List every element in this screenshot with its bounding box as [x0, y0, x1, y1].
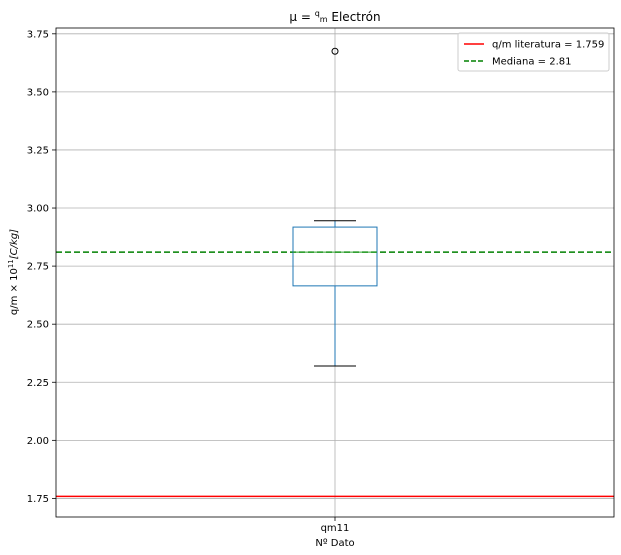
- title-frac-num: q: [315, 9, 320, 18]
- box-iqr: [292, 226, 378, 287]
- title-mu: μ =: [289, 10, 314, 24]
- y-label-main: q/m × 10: [9, 268, 20, 315]
- y-label-exponent: 11: [7, 259, 15, 268]
- legend: q/m literatura = 1.759 Mediana = 2.81: [457, 32, 610, 72]
- y-tick-label: 3.75: [27, 29, 49, 40]
- legend-box: [457, 32, 610, 72]
- y-axis: 1.75 2.00 2.25 2.50 2.75 3.00 3.25 3.50 3.75: [27, 29, 56, 505]
- legend-label: q/m literatura = 1.759: [492, 40, 604, 51]
- x-tick-label: qm11: [321, 523, 350, 534]
- y-tick-label: 2.25: [27, 378, 49, 389]
- y-tick-label: 3.00: [27, 204, 49, 215]
- title-text: Electrón: [328, 10, 381, 24]
- x-axis-label: Nº Dato: [315, 538, 354, 549]
- title-frac-den: m: [320, 15, 328, 24]
- y-tick-label: 2.75: [27, 262, 49, 273]
- x-axis: qm11: [321, 517, 350, 534]
- chart-title: μ = qm Electrón: [289, 9, 380, 24]
- legend-label: Mediana = 2.81: [492, 57, 572, 68]
- y-label-unit: [C/kg]: [9, 229, 20, 259]
- y-tick-label: 2.00: [27, 436, 49, 447]
- outlier-point: [331, 47, 339, 55]
- box-plots: [292, 47, 378, 367]
- grid-lines: [56, 28, 614, 517]
- y-tick-label: 2.50: [27, 320, 49, 331]
- y-tick-label: 3.50: [27, 87, 49, 98]
- y-axis-label: q/m × 1011[C/kg]: [7, 229, 20, 315]
- y-tick-label: 3.25: [27, 145, 49, 156]
- y-tick-label: 1.75: [27, 494, 49, 505]
